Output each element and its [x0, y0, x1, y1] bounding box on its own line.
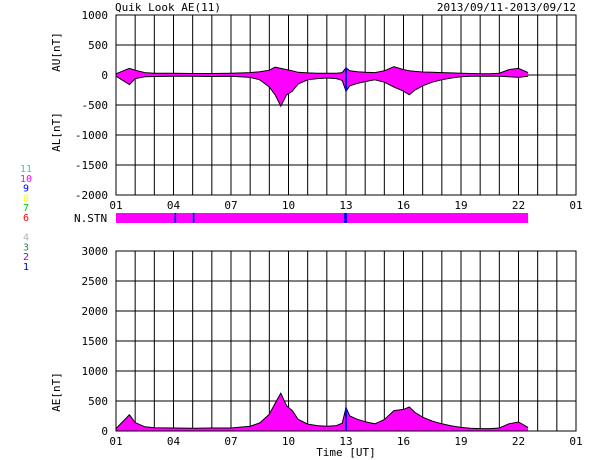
y-tick-label: 500: [88, 395, 108, 408]
station-count-legend-item: 1: [23, 262, 29, 273]
ae-y-ticks: 3000 2500 2000 1500 1000 500 0: [82, 245, 109, 438]
station-count-segment: [176, 213, 193, 223]
y-tick-label: 0: [101, 69, 108, 82]
station-count-legend-item: 5: [23, 223, 29, 234]
au-series-area: [116, 66, 529, 75]
station-count-legend-item: 7: [23, 203, 29, 214]
x-axis-label: Time [UT]: [316, 446, 376, 459]
x-tick-label: 07: [224, 199, 237, 212]
x-tick-label: 13: [339, 199, 352, 212]
x-tick-label: 01: [109, 199, 122, 212]
x-tick-label: 19: [454, 435, 467, 448]
x-tick-label: 01: [569, 435, 582, 448]
y-tick-label: -1000: [75, 129, 108, 142]
x-tick-label: 22: [512, 199, 525, 212]
au-al-y-ticks: 1000 500 0 -500 -1000 -1500 -2000: [75, 9, 108, 202]
y-tick-label: 1000: [82, 9, 109, 22]
y-tick-label: 500: [88, 39, 108, 52]
x-tick-label: 10: [282, 199, 295, 212]
au-al-frame: [115, 14, 577, 196]
au-al-x-ticks: 01 04 07 10 13 16 19 22 01: [109, 199, 582, 212]
y-tick-label: -2000: [75, 189, 108, 202]
ae-x-ticks: 01 04 07 10 13 16 19 22 01: [109, 435, 582, 448]
station-count-bar: [116, 213, 529, 223]
x-tick-label: 07: [224, 435, 237, 448]
au-axis-label: AU[nT]: [50, 32, 63, 72]
y-tick-label: -1500: [75, 159, 108, 172]
station-count-legend-item: 8: [23, 193, 29, 204]
x-tick-label: 13: [339, 435, 352, 448]
x-tick-label: 01: [109, 435, 122, 448]
station-count-segment: [194, 213, 345, 223]
y-tick-label: 1500: [82, 335, 109, 348]
station-count-legend-item: 6: [23, 213, 29, 224]
station-count-segment: [344, 213, 347, 223]
au-al-plot: [115, 66, 576, 108]
station-count-segment: [346, 213, 529, 223]
y-tick-label: 2000: [82, 305, 109, 318]
au-series-line: [115, 66, 529, 75]
ae-axis-label: AE[nT]: [50, 372, 63, 412]
au-al-grid: [116, 14, 576, 196]
y-tick-label: -500: [82, 99, 109, 112]
station-count-legend-item: 9: [23, 184, 29, 195]
station-bar-label: N.STN: [74, 212, 107, 225]
ae-frame: [115, 250, 577, 432]
x-tick-label: 16: [397, 199, 410, 212]
x-tick-label: 22: [512, 435, 525, 448]
x-tick-label: 04: [167, 435, 181, 448]
y-tick-label: 2500: [82, 275, 109, 288]
ae-panel: 3000 2500 2000 1500 1000 500 0 01 04 07 10 13 16 19 2…: [50, 245, 583, 459]
x-tick-label: 10: [282, 435, 295, 448]
station-count-segment: [116, 213, 175, 223]
ae-plot: [115, 392, 529, 431]
y-tick-label: 1000: [82, 365, 109, 378]
x-tick-label: 01: [569, 199, 582, 212]
au-al-panel: 1000 500 0 -500 -1000 -1500 -2000 01 04 07 10 13 16…: [50, 9, 583, 212]
station-count-legend-item: 2: [23, 252, 29, 263]
x-tick-label: 16: [397, 435, 410, 448]
station-count-legend-item: 11: [20, 164, 32, 175]
al-axis-label: AL[nT]: [50, 112, 63, 152]
station-count-segment: [174, 213, 177, 223]
al-series-line: [115, 75, 529, 108]
al-series-area: [116, 75, 529, 107]
station-count-legend-item: 4: [23, 233, 29, 244]
y-tick-label: 0: [101, 425, 108, 438]
station-count-segment: [192, 213, 195, 223]
station-count-legend-item: 3: [23, 242, 29, 253]
date-range: 2013/09/11-2013/09/12: [437, 1, 576, 14]
chart-title: Quik Look AE(11): [115, 1, 221, 14]
station-count-legend-item: 10: [20, 174, 32, 185]
x-tick-label: 19: [454, 199, 467, 212]
ae-series-area: [116, 393, 529, 431]
ae-grid: [116, 250, 576, 432]
ae-series-line: [115, 392, 529, 430]
x-tick-label: 04: [167, 199, 181, 212]
y-tick-label: 3000: [82, 245, 109, 258]
